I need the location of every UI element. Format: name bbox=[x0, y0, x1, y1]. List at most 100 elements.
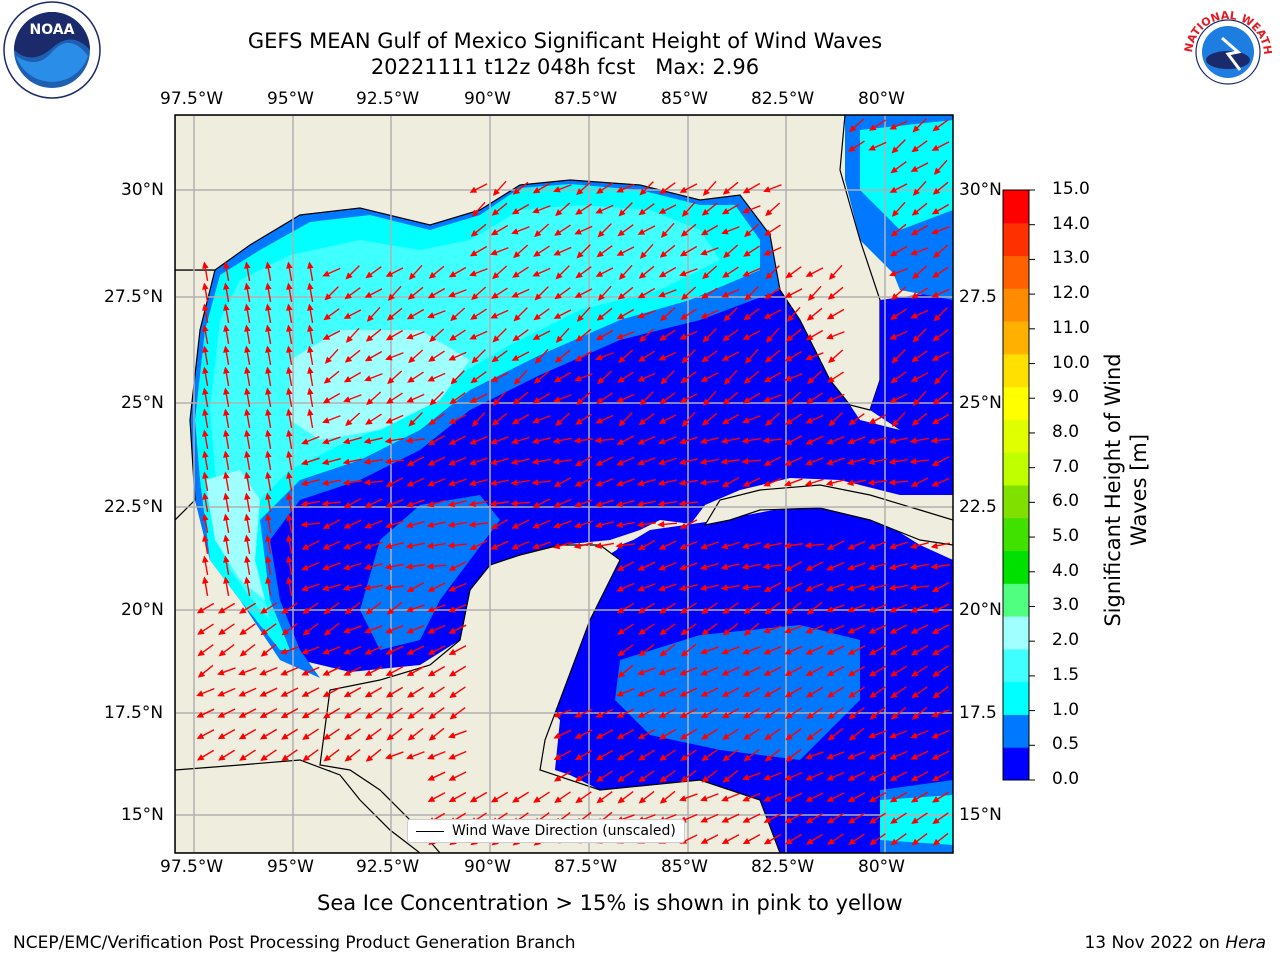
wind-wave-arrowhead bbox=[259, 690, 267, 697]
wind-wave-arrowhead bbox=[911, 145, 919, 153]
wind-wave-arrowhead bbox=[574, 291, 583, 298]
wind-wave-arrowhead bbox=[637, 543, 646, 551]
wind-wave-arrowhead bbox=[448, 753, 456, 760]
wind-wave-arrowhead bbox=[555, 335, 563, 343]
wind-wave-arrowhead bbox=[468, 500, 476, 507]
wind-wave-arrowhead bbox=[197, 649, 205, 657]
lat-tick-left-3: 22.5°N bbox=[104, 497, 164, 517]
wind-wave-arrowhead bbox=[657, 458, 666, 466]
wind-wave-arrowhead bbox=[868, 144, 876, 151]
wind-wave-arrowhead bbox=[513, 314, 521, 322]
wind-wave-arrowhead bbox=[218, 754, 226, 761]
wind-wave-arrowhead bbox=[678, 584, 687, 592]
wind-wave-arrowhead bbox=[637, 690, 645, 697]
wind-wave-arrowhead bbox=[659, 250, 668, 258]
wind-wave-arrowhead bbox=[805, 417, 813, 424]
wind-wave-arrowhead bbox=[722, 271, 730, 278]
wind-wave-arrowhead bbox=[469, 438, 477, 445]
wind-wave-arrowhead bbox=[244, 450, 251, 458]
wind-wave-arrowhead bbox=[743, 313, 751, 321]
wind-wave-arrowhead bbox=[785, 271, 793, 279]
wind-wave-arrowhead bbox=[365, 712, 373, 719]
wind-wave-arrowhead bbox=[553, 376, 562, 383]
wind-wave-arrowhead bbox=[910, 627, 919, 634]
wind-wave-arrowhead bbox=[344, 355, 353, 363]
colorbar-tick-label: 4.0 bbox=[1052, 560, 1080, 581]
wind-wave-arrowhead bbox=[468, 521, 476, 528]
wind-wave-arrowhead bbox=[244, 492, 251, 500]
wind-wave-arrowhead bbox=[700, 690, 709, 697]
wind-wave-arrowhead bbox=[427, 438, 436, 446]
wind-wave-arrowhead bbox=[428, 271, 437, 279]
wind-wave-arrowhead bbox=[469, 543, 478, 550]
wind-wave-arrowhead bbox=[406, 459, 415, 466]
wind-wave-arrowhead bbox=[679, 333, 687, 340]
wind-wave-arrowhead bbox=[784, 648, 792, 655]
wind-wave-arrowhead bbox=[202, 408, 209, 416]
wind-wave-arrowhead bbox=[265, 324, 272, 332]
wind-wave-arrowhead bbox=[742, 417, 750, 424]
wind-wave-arrowhead bbox=[657, 500, 665, 507]
wind-wave-arrowhead bbox=[511, 228, 519, 235]
wind-wave-arrowhead bbox=[387, 293, 395, 301]
wind-wave-arrowhead bbox=[889, 732, 897, 739]
wind-wave-arrowhead bbox=[405, 542, 413, 550]
wind-wave-arrowhead bbox=[450, 377, 458, 385]
wind-wave-arrowhead bbox=[223, 261, 230, 269]
wind-wave-arrowhead bbox=[702, 398, 710, 406]
wind-wave-arrowhead bbox=[784, 291, 793, 298]
wind-wave-arrowhead bbox=[408, 356, 416, 364]
wind-wave-arrowhead bbox=[343, 648, 351, 655]
wind-wave-arrowhead bbox=[785, 418, 793, 425]
wind-wave-arrowhead bbox=[281, 607, 289, 614]
wind-wave-arrowhead bbox=[658, 669, 666, 676]
wind-wave-arrowhead bbox=[365, 334, 374, 342]
wind-wave-arrowhead bbox=[594, 542, 602, 549]
wind-wave-arrowhead bbox=[763, 795, 771, 802]
wind-wave-arrowhead bbox=[531, 479, 539, 486]
wind-wave-arrowhead bbox=[744, 230, 752, 238]
wind-wave-arrowhead bbox=[888, 584, 896, 591]
wind-wave-arrowhead bbox=[805, 459, 813, 466]
wind-wave-arrowhead bbox=[385, 691, 394, 698]
wind-wave-arrowhead bbox=[910, 375, 919, 382]
wind-wave-arrowhead bbox=[450, 314, 458, 322]
wind-wave-arrowhead bbox=[259, 733, 268, 740]
map-legend: Wind Wave Direction (unscaled) bbox=[407, 819, 685, 843]
wind-wave-arrowhead bbox=[596, 397, 604, 404]
wind-wave-arrowhead bbox=[553, 312, 562, 319]
wind-wave-arrowhead bbox=[322, 522, 331, 529]
colorbar-segment bbox=[1003, 714, 1029, 748]
wind-wave-arrowhead bbox=[825, 585, 834, 592]
wind-wave-arrowhead bbox=[286, 576, 293, 584]
wind-wave-arrowhead bbox=[888, 458, 896, 465]
wind-wave-arrowhead bbox=[223, 345, 230, 353]
colorbar-tick-label: 2.0 bbox=[1052, 630, 1080, 651]
wind-wave-arrowhead bbox=[637, 711, 646, 718]
wind-wave-arrowhead bbox=[449, 334, 457, 341]
wind-wave-arrowhead bbox=[742, 207, 750, 214]
wind-wave-arrowhead bbox=[680, 628, 688, 636]
wind-wave-arrowhead bbox=[511, 208, 520, 215]
wind-wave-arrowhead bbox=[406, 585, 415, 593]
wind-wave-arrowhead bbox=[469, 796, 478, 803]
noaa-logo-text: NOAA bbox=[30, 22, 75, 38]
wind-wave-arrowhead bbox=[405, 563, 413, 570]
wind-wave-arrowhead bbox=[638, 649, 646, 657]
wind-wave-arrowhead bbox=[765, 335, 773, 343]
wind-wave-arrowhead bbox=[742, 333, 751, 340]
wind-wave-arrowhead bbox=[805, 334, 814, 341]
wind-wave-arrowhead bbox=[784, 585, 792, 592]
wind-wave-arrowhead bbox=[322, 690, 331, 697]
wind-wave-arrowhead bbox=[930, 563, 938, 570]
wind-wave-arrowhead bbox=[827, 376, 835, 383]
wind-wave-arrowhead bbox=[658, 711, 667, 718]
lon-tick-top-7: 80°W bbox=[858, 89, 905, 109]
wind-wave-arrowhead bbox=[260, 754, 268, 761]
wind-wave-arrowhead bbox=[785, 754, 794, 762]
wind-wave-arrowhead bbox=[868, 648, 877, 655]
map-frame bbox=[174, 114, 954, 854]
wind-wave-arrowhead bbox=[720, 542, 729, 550]
wind-wave-arrowhead bbox=[743, 754, 751, 762]
wind-wave-arrowhead bbox=[385, 627, 393, 634]
